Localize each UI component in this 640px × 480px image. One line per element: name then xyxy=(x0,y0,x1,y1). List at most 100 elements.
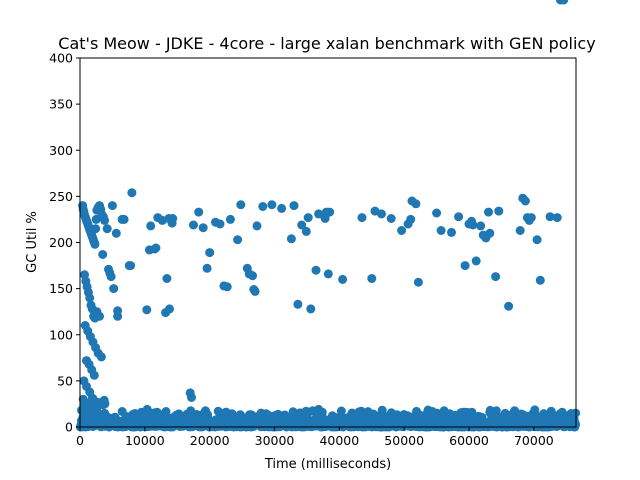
data-point xyxy=(222,282,232,292)
data-point-baseline xyxy=(128,420,138,430)
y-tick-label: 100 xyxy=(49,327,73,342)
chart-title: Cat's Meow - JDKE - 4core - large xalan … xyxy=(58,34,595,53)
data-point xyxy=(85,293,95,303)
data-point-baseline xyxy=(482,419,492,429)
y-tick-label: 0 xyxy=(65,420,73,435)
data-point-baseline xyxy=(255,410,265,420)
data-point-baseline xyxy=(223,412,233,422)
data-point-baseline xyxy=(442,421,452,431)
data-point-baseline xyxy=(308,406,318,416)
data-point-baseline xyxy=(187,420,197,430)
data-point xyxy=(205,248,215,258)
data-point-baseline xyxy=(399,421,409,431)
data-point xyxy=(377,209,386,219)
data-point xyxy=(552,213,562,223)
x-tick-label: 0 xyxy=(76,433,84,448)
data-point xyxy=(100,215,110,225)
data-point xyxy=(323,269,333,279)
y-tick-label: 400 xyxy=(49,51,73,66)
y-axis: 0 50 100 150 200 250 300 350 400 xyxy=(49,51,80,435)
data-point xyxy=(293,299,303,309)
data-point-baseline xyxy=(569,416,579,426)
data-point xyxy=(397,226,407,235)
data-point-baseline xyxy=(242,420,252,430)
data-point xyxy=(386,214,396,223)
data-point-baseline xyxy=(425,407,435,417)
data-point-baseline xyxy=(286,416,295,426)
data-point xyxy=(236,200,246,210)
data-point xyxy=(491,272,501,282)
data-point-baseline xyxy=(491,406,501,416)
data-point xyxy=(545,212,555,222)
data-point-baseline xyxy=(262,421,271,431)
x-tick-label: 40000 xyxy=(319,433,359,448)
data-point xyxy=(515,226,525,235)
data-point xyxy=(187,393,196,402)
data-point xyxy=(106,272,116,282)
data-point xyxy=(91,224,101,234)
data-point xyxy=(85,387,95,397)
data-point xyxy=(117,214,127,224)
y-tick-label: 300 xyxy=(49,143,73,158)
data-point xyxy=(436,226,446,235)
data-point-baseline xyxy=(348,420,358,430)
data-point xyxy=(252,221,262,231)
data-point xyxy=(504,301,514,311)
data-point xyxy=(471,256,481,266)
data-point xyxy=(146,221,156,231)
data-point-baseline xyxy=(186,406,196,416)
data-point xyxy=(520,196,530,206)
data-point xyxy=(559,0,569,5)
data-point xyxy=(96,352,106,362)
data-point xyxy=(113,306,123,316)
data-point-baseline xyxy=(162,420,172,430)
data-point-baseline xyxy=(154,409,163,419)
x-tick-label: 70000 xyxy=(514,433,554,448)
data-point xyxy=(303,213,313,223)
data-point xyxy=(127,188,137,198)
data-point xyxy=(413,277,423,287)
plot-marks xyxy=(75,0,581,432)
data-point xyxy=(85,404,95,414)
data-point xyxy=(267,200,277,210)
data-point xyxy=(494,206,504,216)
data-point xyxy=(454,212,464,222)
data-point xyxy=(306,304,316,314)
data-point xyxy=(526,213,536,223)
data-point-baseline xyxy=(506,412,516,421)
data-point xyxy=(109,284,119,294)
data-point xyxy=(100,408,110,418)
data-point xyxy=(198,223,208,233)
data-point-baseline xyxy=(376,413,386,423)
data-point xyxy=(485,228,495,238)
data-point-baseline xyxy=(336,406,346,416)
data-point-baseline xyxy=(501,419,511,429)
data-point-baseline xyxy=(366,420,376,430)
data-point-baseline xyxy=(383,419,393,429)
data-point-baseline xyxy=(356,406,366,416)
data-point xyxy=(202,263,212,273)
data-point-baseline xyxy=(201,407,210,417)
y-axis-label: GC Util % xyxy=(25,211,40,273)
data-point xyxy=(215,219,225,229)
data-point-baseline xyxy=(363,407,373,417)
x-tick-label: 50000 xyxy=(384,433,424,448)
data-point-baseline xyxy=(317,407,327,417)
x-tick-label: 10000 xyxy=(125,433,165,448)
x-axis: 0 10000 20000 30000 40000 50000 60000 70000 xyxy=(76,427,554,448)
data-point xyxy=(447,227,456,237)
data-point-baseline xyxy=(263,413,273,423)
data-point xyxy=(301,226,311,236)
data-point xyxy=(432,208,442,218)
data-point xyxy=(124,261,134,271)
data-point-baseline xyxy=(377,405,387,415)
y-tick-label: 250 xyxy=(49,189,73,204)
data-point xyxy=(476,221,486,231)
data-point-baseline xyxy=(557,407,567,417)
x-tick-label: 20000 xyxy=(190,433,230,448)
y-tick-label: 200 xyxy=(49,235,73,250)
data-point xyxy=(111,228,121,238)
x-tick-label: 30000 xyxy=(255,433,295,448)
data-point-baseline xyxy=(414,412,424,422)
